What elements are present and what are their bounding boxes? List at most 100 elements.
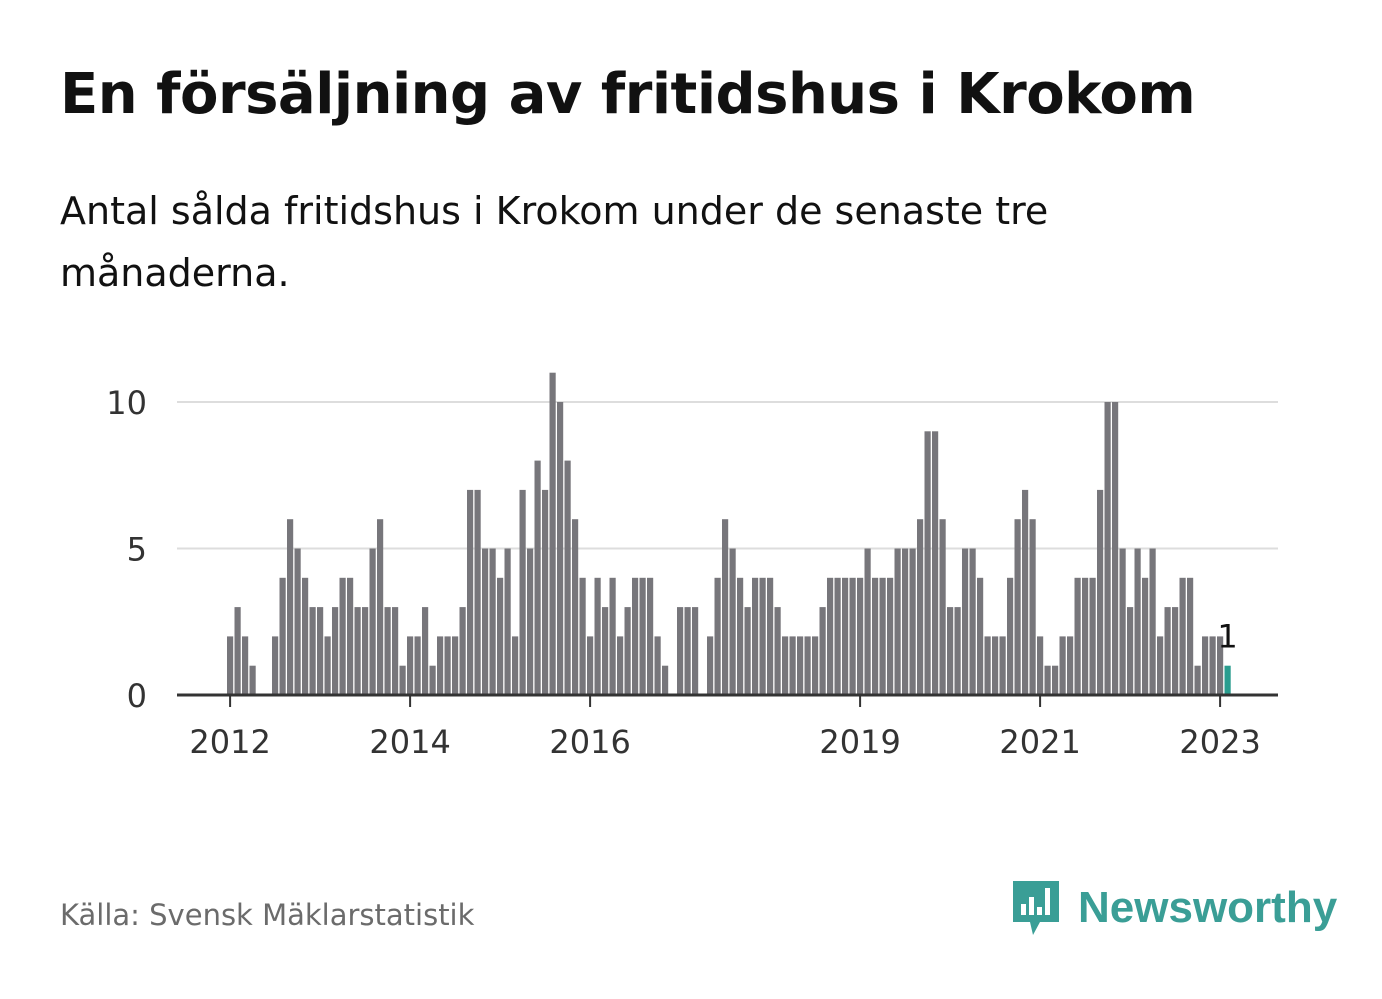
bar (1172, 607, 1179, 695)
bar (774, 607, 781, 695)
bar (737, 577, 744, 695)
bar (977, 577, 984, 695)
bar (467, 489, 474, 695)
x-tick-label: 2016 (549, 723, 630, 761)
bar (354, 607, 361, 695)
bar (437, 636, 444, 695)
bar (804, 636, 811, 695)
bar (579, 577, 586, 695)
bar (272, 636, 279, 695)
bar (662, 665, 669, 695)
bar (1089, 577, 1096, 695)
bar (1067, 636, 1074, 695)
bar (527, 548, 534, 695)
bar (1074, 577, 1081, 695)
bar (302, 577, 309, 695)
bars (227, 372, 1231, 695)
bar-chart: 0 5 10 1 2012 2014 2016 2019 2021 2023 (106, 372, 1278, 761)
y-tick-label: 5 (127, 531, 147, 569)
bar (1157, 636, 1164, 695)
bar (1014, 519, 1021, 695)
bar (1194, 665, 1201, 695)
bar (924, 431, 931, 695)
bar (759, 577, 766, 695)
bar (932, 431, 939, 695)
bar (819, 607, 826, 695)
bar (384, 607, 391, 695)
bar (594, 577, 601, 695)
bar (729, 548, 736, 695)
bar (917, 519, 924, 695)
bar (512, 636, 519, 695)
y-tick-label: 0 (127, 677, 147, 715)
bar (624, 607, 631, 695)
brand-logo[interactable]: Newsworthy (1010, 878, 1337, 938)
bar (639, 577, 646, 695)
bar (789, 636, 796, 695)
bar (1119, 548, 1126, 695)
bar (332, 607, 339, 695)
bar (399, 665, 406, 695)
bar (1179, 577, 1186, 695)
bar (1044, 665, 1051, 695)
bar (782, 636, 789, 695)
brand-name: Newsworthy (1078, 883, 1338, 932)
bar (317, 607, 324, 695)
bar (1209, 636, 1216, 695)
bar (279, 577, 286, 695)
bar (1112, 402, 1119, 695)
bar (294, 548, 301, 695)
bar (1104, 402, 1111, 695)
bar (1052, 665, 1059, 695)
bar-chart-speech-bubble-icon (1013, 881, 1059, 935)
bar (602, 607, 609, 695)
bar (617, 636, 624, 695)
bar (482, 548, 489, 695)
bar (347, 577, 354, 695)
bar (857, 577, 864, 695)
bar (497, 577, 504, 695)
bar (1202, 636, 1209, 695)
bar (287, 519, 294, 695)
bar (474, 489, 481, 695)
bar (1217, 636, 1224, 695)
y-tick-label: 10 (106, 384, 147, 422)
bar (519, 489, 526, 695)
bar (407, 636, 414, 695)
bar (1007, 577, 1014, 695)
bar (1029, 519, 1036, 695)
bar (752, 577, 759, 695)
bar (429, 665, 436, 695)
bar (414, 636, 421, 695)
bar (654, 636, 661, 695)
bar (962, 548, 969, 695)
bar (369, 548, 376, 695)
bar (999, 636, 1006, 695)
bar (504, 548, 511, 695)
bar (722, 519, 729, 695)
bar (459, 607, 466, 695)
bar-highlight (1224, 665, 1231, 695)
bar (1142, 577, 1149, 695)
bar (767, 577, 774, 695)
bar (834, 577, 841, 695)
bar (542, 489, 549, 695)
bar (249, 665, 256, 695)
bar (879, 577, 886, 695)
x-tick-label: 2021 (999, 723, 1080, 761)
bar (1149, 548, 1156, 695)
bar (902, 548, 909, 695)
bar (939, 519, 946, 695)
bar (242, 636, 249, 695)
x-tick-label: 2019 (819, 723, 900, 761)
tick-labels: 0 5 10 1 2012 2014 2016 2019 2021 2023 (106, 384, 1261, 761)
bar (422, 607, 429, 695)
chart-title: En försäljning av fritidshus i Krokom (60, 62, 1196, 127)
bar (647, 577, 654, 695)
bar (534, 460, 541, 695)
bar (632, 577, 639, 695)
bar (984, 636, 991, 695)
bar (392, 607, 399, 695)
bar (1164, 607, 1171, 695)
bar (1059, 636, 1066, 695)
